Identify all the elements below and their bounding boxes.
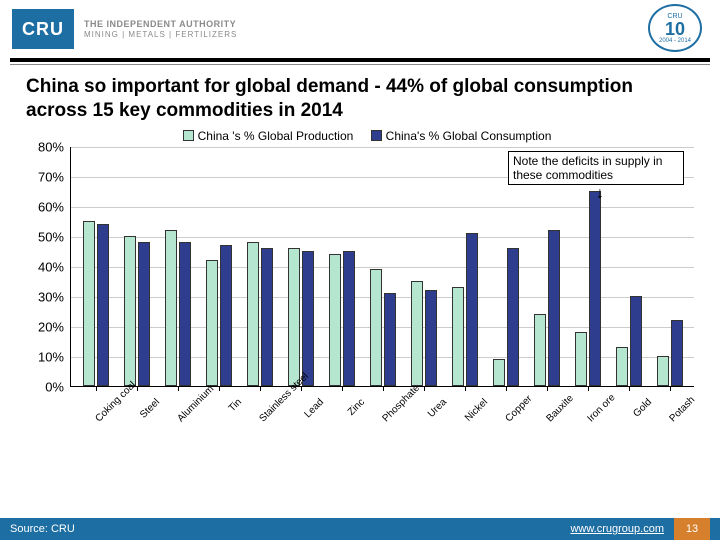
slide-title: China so important for global demand - 4… [0, 65, 720, 127]
bar-consumption [97, 224, 109, 386]
bar-production [575, 332, 587, 386]
bar-consumption [384, 293, 396, 386]
bar-pair [287, 248, 315, 386]
bar-pair [656, 320, 684, 386]
badge-number: 10 [665, 20, 685, 38]
y-axis: 0%10%20%30%40%50%60%70%80% [26, 147, 70, 387]
bar-production [370, 269, 382, 386]
x-tick-label: Lead [294, 401, 349, 456]
bar-pair [574, 191, 602, 386]
y-tick-label: 20% [38, 319, 64, 334]
legend-label-consumption: China's % Global Consumption [386, 129, 552, 143]
bar-consumption [302, 251, 314, 386]
bar-production [411, 281, 423, 386]
bar-production [657, 356, 669, 386]
chart-legend: China 's % Global Production China's % G… [0, 129, 720, 143]
legend-swatch-production [183, 130, 194, 141]
header-rule-thick [10, 58, 710, 62]
x-tick-label: Nickel [458, 401, 513, 456]
y-tick-label: 50% [38, 229, 64, 244]
legend-label-production: China 's % Global Production [198, 129, 354, 143]
badge-years: 2004 - 2014 [659, 38, 691, 44]
x-tick-label: Zinc [335, 401, 390, 456]
footer-link[interactable]: www.crugroup.com [570, 523, 664, 535]
bar-consumption [630, 296, 642, 386]
chart: Note the deficits in supply in these com… [26, 147, 694, 437]
footer-source: Source: CRU [10, 523, 75, 535]
bar-pair [82, 221, 110, 386]
annotation-arrow-icon: ↓ [596, 185, 604, 203]
bar-production [247, 242, 259, 386]
y-tick-label: 60% [38, 199, 64, 214]
anniversary-badge: CRU 10 2004 - 2014 [648, 4, 702, 52]
x-tick-label: Potash [664, 401, 719, 456]
tagline-line1: THE INDEPENDENT AUTHORITY [84, 19, 237, 30]
bar-production [534, 314, 546, 386]
x-tick-label: Stainless steel [253, 401, 308, 456]
bar-production [493, 359, 505, 386]
bar-pair [123, 236, 151, 386]
logo-box: CRU [12, 9, 74, 49]
bar-consumption [261, 248, 273, 386]
tagline-line2: MINING | METALS | FERTILIZERS [84, 30, 237, 40]
bar-production [206, 260, 218, 386]
y-tick-label: 80% [38, 139, 64, 154]
x-tick-label: Phosphate [376, 401, 431, 456]
bar-pair [533, 230, 561, 386]
y-tick-label: 10% [38, 349, 64, 364]
x-tick-label: Aluminium [171, 401, 226, 456]
bar-pair [451, 233, 479, 386]
x-tick-label: Steel [130, 401, 185, 456]
bar-consumption [425, 290, 437, 386]
bar-production [452, 287, 464, 386]
y-tick-label: 40% [38, 259, 64, 274]
y-tick-label: 0% [45, 379, 64, 394]
bar-consumption [179, 242, 191, 386]
bar-consumption [548, 230, 560, 386]
logo-tagline: THE INDEPENDENT AUTHORITY MINING | METAL… [84, 19, 237, 39]
bar-production [124, 236, 136, 386]
bar-production [165, 230, 177, 386]
bar-consumption [466, 233, 478, 386]
bar-production [329, 254, 341, 386]
y-tick-label: 30% [38, 289, 64, 304]
page-number: 13 [674, 518, 710, 540]
bar-production [616, 347, 628, 386]
bar-pair [615, 296, 643, 386]
x-tick-label: Iron ore [581, 401, 636, 456]
bar-pair [246, 242, 274, 386]
annotation-note: Note the deficits in supply in these com… [508, 151, 684, 186]
footer-bar: Source: CRU www.crugroup.com 13 [0, 518, 720, 540]
bar-consumption [220, 245, 232, 386]
x-tick-label: Gold [623, 401, 678, 456]
x-tick-label: Urea [417, 401, 472, 456]
bar-pair [369, 269, 397, 386]
bar-production [83, 221, 95, 386]
x-tick-label: Coking coal [89, 401, 144, 456]
x-tick-label: Bauxite [540, 401, 595, 456]
bar-pair [164, 230, 192, 386]
bar-consumption [138, 242, 150, 386]
bar-pair [328, 251, 356, 386]
bar-consumption [507, 248, 519, 386]
bar-pair [492, 248, 520, 386]
x-axis-labels: Coking coalSteelAluminiumTinStainless st… [70, 387, 694, 437]
legend-swatch-consumption [371, 130, 382, 141]
header: CRU THE INDEPENDENT AUTHORITY MINING | M… [0, 0, 720, 58]
bar-consumption [671, 320, 683, 386]
x-tick-label: Tin [212, 401, 267, 456]
bar-pair [205, 245, 233, 386]
bar-consumption [589, 191, 601, 386]
bar-production [288, 248, 300, 386]
y-tick-label: 70% [38, 169, 64, 184]
bar-consumption [343, 251, 355, 386]
bar-pair [410, 281, 438, 386]
x-tick-label: Copper [499, 401, 554, 456]
